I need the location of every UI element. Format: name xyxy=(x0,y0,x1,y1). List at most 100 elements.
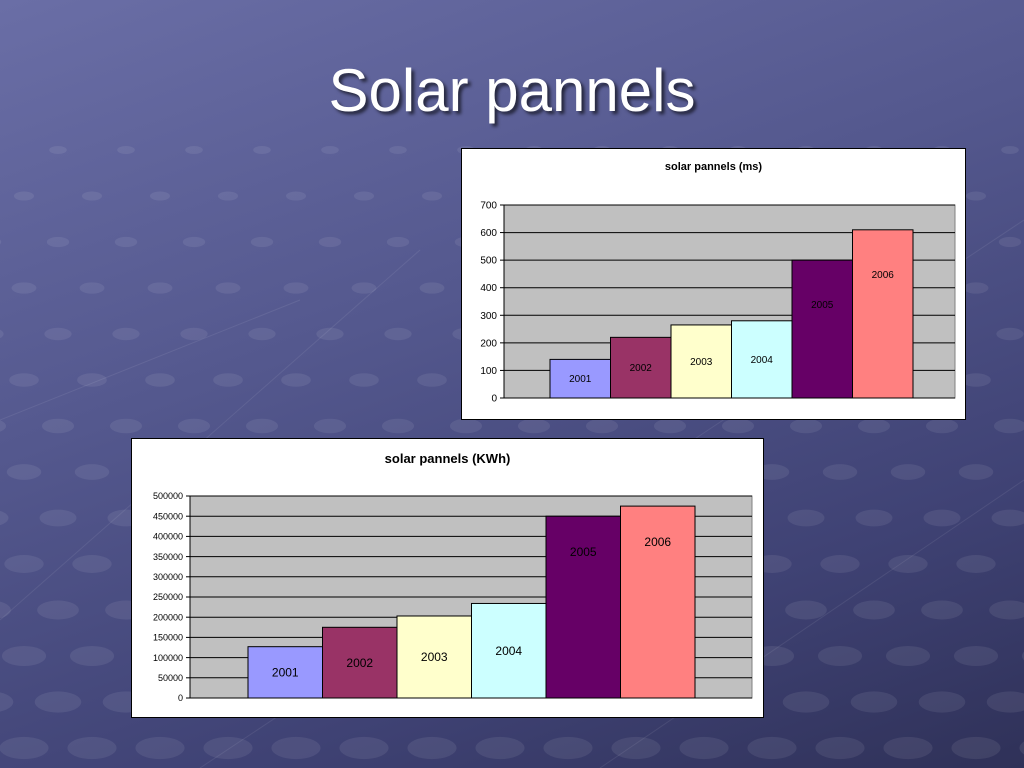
background-dot xyxy=(147,282,173,294)
background-dot xyxy=(321,146,339,154)
data-label-2003: 2003 xyxy=(421,650,448,664)
y-tick-label: 350000 xyxy=(153,552,183,562)
background-dot xyxy=(996,327,1024,341)
background-dot xyxy=(421,191,443,201)
background-dot xyxy=(79,282,105,294)
data-label-2006: 2006 xyxy=(644,535,671,549)
background-dot xyxy=(81,191,103,201)
data-label-2006: 2006 xyxy=(872,270,895,281)
data-label-2001: 2001 xyxy=(272,666,299,680)
background-dot xyxy=(253,146,271,154)
background-dot xyxy=(991,509,1024,527)
background-dot xyxy=(918,691,966,713)
background-dot xyxy=(961,373,991,387)
bar-2006 xyxy=(852,229,914,399)
background-dot xyxy=(34,691,82,713)
background-dot xyxy=(419,282,445,294)
background-dot xyxy=(145,373,175,387)
background-dot xyxy=(890,464,926,480)
background-dot xyxy=(313,418,347,434)
background-dot xyxy=(149,191,171,201)
background-dot xyxy=(850,691,898,713)
chart-solar-kwh-svg: solar pannels (KWh) 0 50000 100000 150000 200… xyxy=(153,451,753,703)
y-tick-label: 300 xyxy=(480,311,497,322)
background-dot xyxy=(449,418,483,434)
background-dot xyxy=(888,555,928,573)
data-label-2005: 2005 xyxy=(570,545,597,559)
background-dot xyxy=(921,600,963,620)
background-dot xyxy=(351,282,377,294)
background-dot xyxy=(6,464,42,480)
background-dot xyxy=(213,373,243,387)
background-dot xyxy=(1001,146,1019,154)
background-dot xyxy=(112,327,140,341)
background-dot xyxy=(986,691,1024,713)
background-dot xyxy=(386,236,410,248)
y-tick-label: 0 xyxy=(178,693,183,703)
slide-title: Solar pannels xyxy=(328,57,696,124)
bar-2004 xyxy=(471,602,547,699)
bar-2002 xyxy=(610,336,672,399)
background-dot xyxy=(49,146,67,154)
chart-title: solar pannels (ms) xyxy=(665,161,763,173)
background-dot xyxy=(11,282,37,294)
background-dot xyxy=(0,692,14,712)
background-dot xyxy=(114,236,138,248)
background-dot xyxy=(37,600,79,620)
background-dot xyxy=(517,418,551,434)
background-dot xyxy=(0,736,49,760)
y-tick-label: 100 xyxy=(480,366,497,377)
background-dot xyxy=(339,736,389,760)
chart-solar-ms: solar pannels (ms) 0 100 200 300 400 500 600 700… xyxy=(461,148,966,420)
data-label-2002: 2002 xyxy=(346,656,373,670)
background-dot xyxy=(475,736,525,760)
background-dot xyxy=(1,645,47,667)
background-line xyxy=(599,479,1024,768)
background-dot xyxy=(721,418,755,434)
background-dot xyxy=(389,146,407,154)
background-dot xyxy=(285,191,307,201)
background-dot xyxy=(747,736,797,760)
background-dot xyxy=(820,555,860,573)
bar-2002 xyxy=(322,626,398,699)
background-dot xyxy=(963,282,989,294)
background-line xyxy=(0,249,421,621)
y-tick-label: 250000 xyxy=(153,592,183,602)
background-dot xyxy=(316,327,344,341)
background-dot xyxy=(853,600,895,620)
background-dot xyxy=(109,418,143,434)
background-dot xyxy=(998,236,1022,248)
y-tick-label: 0 xyxy=(491,394,497,405)
background-dot xyxy=(180,327,208,341)
background-dot xyxy=(989,600,1024,620)
background-dot xyxy=(679,736,729,760)
background-dot xyxy=(67,736,117,760)
y-tick-label: 700 xyxy=(480,201,497,212)
y-tick-label: 200000 xyxy=(153,612,183,622)
background-dot xyxy=(923,509,961,527)
background-dot xyxy=(953,645,999,667)
y-tick-label: 200 xyxy=(480,338,497,349)
background-dot xyxy=(177,418,211,434)
bar-2005 xyxy=(791,259,853,399)
y-tick-label: 500000 xyxy=(153,491,183,501)
data-label-2004: 2004 xyxy=(751,355,774,366)
background-dot xyxy=(46,236,70,248)
background-dot xyxy=(384,327,412,341)
data-label-2004: 2004 xyxy=(495,644,522,658)
y-tick-label: 400 xyxy=(480,283,497,294)
background-dot xyxy=(417,373,447,387)
y-tick-label: 500 xyxy=(480,256,497,267)
bar-2001 xyxy=(549,358,611,399)
background-dot xyxy=(958,464,994,480)
background-dot xyxy=(135,736,185,760)
bar-2003 xyxy=(670,324,732,399)
background-dot xyxy=(318,236,342,248)
y-tick-label: 450000 xyxy=(153,511,183,521)
data-label-2003: 2003 xyxy=(690,357,713,368)
background-dot xyxy=(44,327,72,341)
background-dot xyxy=(815,736,865,760)
data-label-2005: 2005 xyxy=(811,300,834,311)
background-dot xyxy=(77,373,107,387)
data-label-2001: 2001 xyxy=(569,374,592,385)
